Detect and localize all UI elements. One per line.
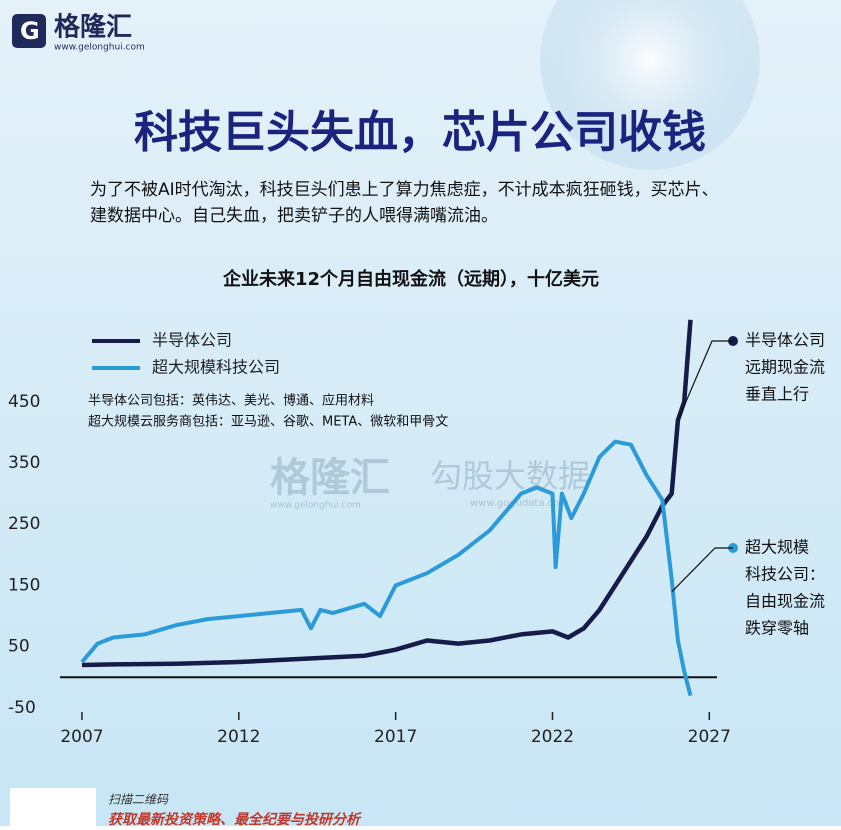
annotation: 跌穿零轴 (745, 619, 809, 638)
annotation: 超大规模 (745, 538, 809, 557)
scan: 扫描二维码 (108, 793, 169, 807)
x-tick-label: 2022 (531, 727, 574, 747)
x-tick-label: 2012 (217, 727, 260, 747)
series-line (80, 439, 693, 697)
watermark: 勾股大数据 (430, 457, 590, 495)
headline: 科技巨头失血，芯片公司收钱 (134, 107, 706, 158)
x-tick-label: 2017 (374, 727, 417, 747)
logo-letter: G (20, 17, 40, 45)
y-tick-label: 450 (8, 392, 40, 412)
x-tick-label: 2027 (688, 727, 731, 747)
intro: 为了不被AI时代淘汰，科技巨头们患上了算力焦虑症，不计成本疯狂砸钱，买芯片、 (90, 180, 719, 200)
chart-title: 企业未来12个月自由现金流（远期），十亿美元 (222, 268, 599, 290)
y-tick-label: 50 (8, 637, 30, 657)
annotation: 半导体公司 (745, 331, 825, 350)
annotation-leader (677, 340, 733, 421)
x-tick-label: 2007 (60, 727, 103, 747)
note: 半导体公司包括：英伟达、美光、博通、应用材料 (88, 393, 374, 409)
brand: 格隆汇 (54, 12, 132, 43)
cta: 获取最新投资策略、最全纪要与投研分析 (108, 811, 362, 826)
y-tick-label: -50 (8, 698, 36, 718)
watermark: www.gogudata.com (470, 498, 569, 509)
annotation: 垂直上行 (745, 385, 809, 404)
legend-label: 半导体公司 (152, 331, 232, 350)
legend-label: 超大规模科技公司 (152, 358, 280, 377)
series-line (81, 319, 693, 668)
y-tick-label: 150 (8, 575, 40, 595)
intro: 建数据中心。自己失血，把卖铲子的人喂得满嘴流油。 (90, 206, 498, 226)
note: 超大规模云服务商包括：亚马逊、谷歌、META、微软和甲骨文 (88, 414, 448, 430)
y-tick-label: 250 (8, 514, 40, 534)
annotation: 科技公司： (745, 565, 825, 584)
globe (540, 0, 760, 170)
qr-code (10, 788, 96, 826)
plot: -50 50 150 250 350 450 2007 2012 2017 2022 2027 半导体… (8, 319, 825, 747)
watermark: www.gelonghui.com (270, 501, 361, 511)
logo-icon (12, 14, 46, 48)
brand-url: www.gelonghui.com (54, 43, 145, 53)
annotation: 自由现金流 (745, 592, 825, 611)
y-tick-label: 350 (8, 453, 40, 473)
annotation-leader (671, 547, 733, 592)
watermark: 格隆汇 (270, 455, 390, 501)
annotation: 远期现金流 (745, 358, 825, 377)
